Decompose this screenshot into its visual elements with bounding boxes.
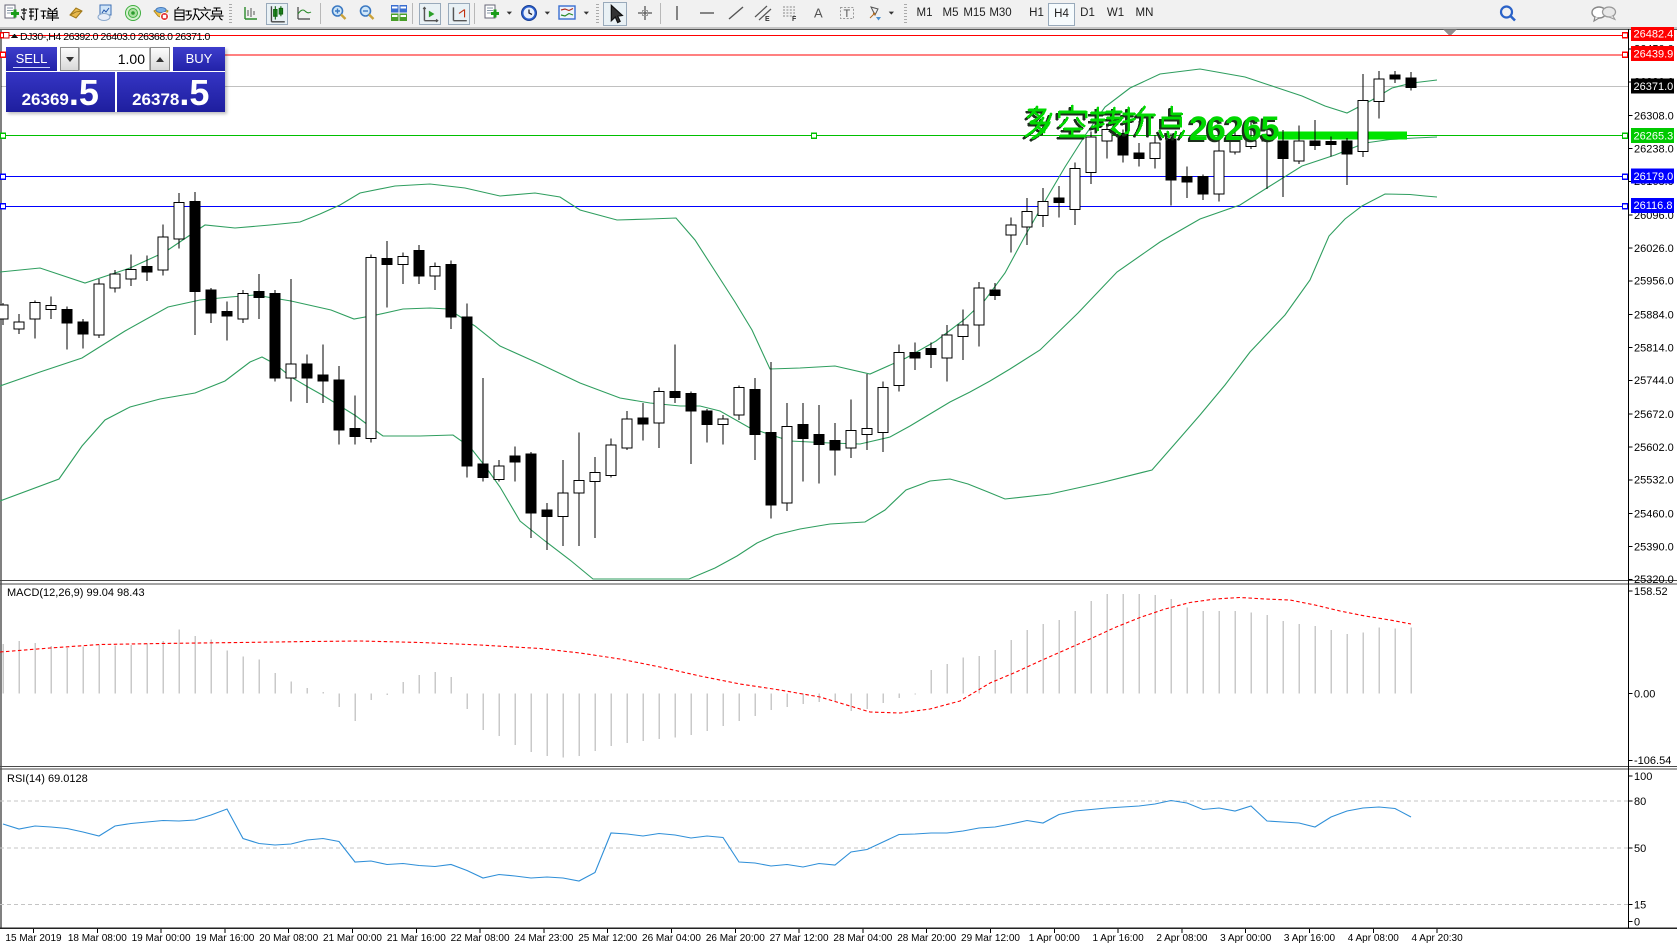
svg-text:25532.0: 25532.0 (1634, 475, 1674, 487)
svg-text:25956.0: 25956.0 (1634, 276, 1674, 288)
svg-text:25460.0: 25460.0 (1634, 508, 1674, 520)
svg-text:28 Mar 20:00: 28 Mar 20:00 (897, 933, 956, 944)
svg-text:19 Mar 00:00: 19 Mar 00:00 (132, 933, 191, 944)
svg-text:21 Mar 16:00: 21 Mar 16:00 (387, 933, 446, 944)
svg-text:4 Apr 08:00: 4 Apr 08:00 (1348, 933, 1400, 944)
svg-text:26 Mar 20:00: 26 Mar 20:00 (706, 933, 765, 944)
svg-text:T: T (844, 8, 851, 20)
svg-text:25672.0: 25672.0 (1634, 409, 1674, 421)
svg-text:25814.0: 25814.0 (1634, 342, 1674, 354)
svg-text:26179.0: 26179.0 (1634, 171, 1674, 183)
svg-text:2 Apr 08:00: 2 Apr 08:00 (1156, 933, 1208, 944)
svg-text:1 Apr 00:00: 1 Apr 00:00 (1029, 933, 1081, 944)
svg-text:26116.8: 26116.8 (1634, 200, 1673, 212)
svg-text:21 Mar 00:00: 21 Mar 00:00 (323, 933, 382, 944)
svg-text:50: 50 (1634, 843, 1646, 855)
svg-text:26439.9: 26439.9 (1634, 49, 1674, 61)
svg-text:15: 15 (1634, 899, 1646, 911)
svg-text:26238.0: 26238.0 (1634, 143, 1674, 155)
svg-text:0.00: 0.00 (1634, 688, 1655, 700)
svg-text:22 Mar 08:00: 22 Mar 08:00 (451, 933, 510, 944)
svg-text:26 Mar 04:00: 26 Mar 04:00 (642, 933, 701, 944)
svg-text:3 Apr 00:00: 3 Apr 00:00 (1220, 933, 1272, 944)
svg-text:A: A (814, 6, 823, 21)
svg-text:RSI(14) 69.0128: RSI(14) 69.0128 (7, 773, 88, 785)
svg-text:25744.0: 25744.0 (1634, 375, 1674, 387)
svg-text:F: F (792, 16, 797, 22)
svg-text:20 Mar 08:00: 20 Mar 08:00 (259, 933, 318, 944)
svg-text:15 Mar 2019: 15 Mar 2019 (5, 933, 62, 944)
svg-text:4 Apr 20:30: 4 Apr 20:30 (1412, 933, 1464, 944)
svg-text:80: 80 (1634, 796, 1646, 808)
svg-text:27 Mar 12:00: 27 Mar 12:00 (770, 933, 829, 944)
svg-text:25390.0: 25390.0 (1634, 541, 1674, 553)
svg-text:26265: 26265 (1189, 110, 1279, 148)
svg-text:26371.0: 26371.0 (1634, 81, 1674, 93)
svg-text:26308.0: 26308.0 (1634, 110, 1674, 122)
svg-text:25320.0: 25320.0 (1634, 574, 1674, 586)
svg-text:26096.0: 26096.0 (1634, 210, 1674, 222)
svg-text:26482.4: 26482.4 (1634, 29, 1674, 41)
svg-text:DJ30-,H4 26392.0 26403.0 2636: DJ30-,H4 26392.0 26403.0 26368.0 26371.0 (20, 31, 210, 43)
svg-text:158.52: 158.52 (1634, 586, 1668, 598)
svg-text:24 Mar 23:00: 24 Mar 23:00 (514, 933, 573, 944)
svg-text:-106.54: -106.54 (1634, 755, 1671, 767)
svg-text:29 Mar 12:00: 29 Mar 12:00 (961, 933, 1020, 944)
svg-text:26265.3: 26265.3 (1634, 130, 1674, 142)
svg-text:1 Apr 16:00: 1 Apr 16:00 (1093, 933, 1145, 944)
svg-text:19 Mar 16:00: 19 Mar 16:00 (195, 933, 254, 944)
svg-text:26026.0: 26026.0 (1634, 243, 1674, 255)
svg-text:E: E (765, 16, 770, 22)
svg-text:26265: 26265 (1187, 112, 1277, 150)
svg-text:100: 100 (1634, 771, 1652, 783)
svg-text:25 Mar 12:00: 25 Mar 12:00 (578, 933, 637, 944)
svg-text:0: 0 (1634, 916, 1640, 928)
svg-text:3 Apr 16:00: 3 Apr 16:00 (1284, 933, 1336, 944)
svg-text:MACD(12,26,9) 99.04 98.43: MACD(12,26,9) 99.04 98.43 (7, 587, 145, 599)
svg-text:28 Mar 04:00: 28 Mar 04:00 (833, 933, 892, 944)
svg-text:18 Mar 08:00: 18 Mar 08:00 (68, 933, 127, 944)
svg-text:25602.0: 25602.0 (1634, 442, 1674, 454)
svg-text:25884.0: 25884.0 (1634, 309, 1674, 321)
